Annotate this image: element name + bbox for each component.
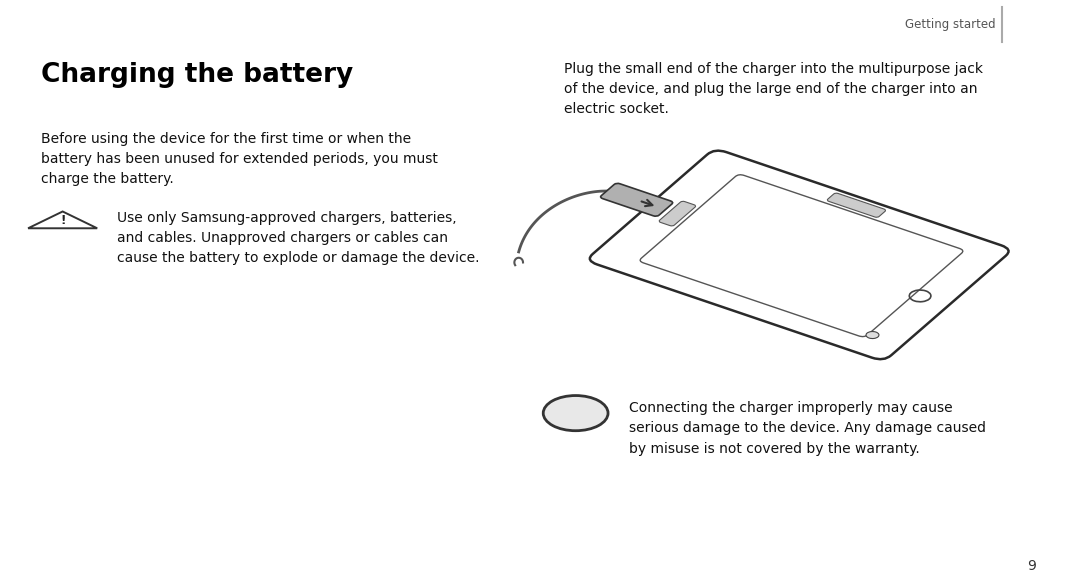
FancyBboxPatch shape	[590, 151, 1009, 359]
Circle shape	[543, 396, 608, 431]
FancyBboxPatch shape	[640, 175, 963, 336]
Text: 9: 9	[1027, 559, 1036, 573]
Text: !: !	[571, 402, 580, 420]
Text: Before using the device for the first time or when the
battery has been unused f: Before using the device for the first ti…	[41, 132, 437, 186]
Text: Use only Samsung-approved chargers, batteries,
and cables. Unapproved chargers o: Use only Samsung-approved chargers, batt…	[117, 211, 480, 265]
Text: !: !	[60, 214, 65, 227]
Text: Plug the small end of the charger into the multipurpose jack
of the device, and : Plug the small end of the charger into t…	[564, 62, 983, 115]
FancyBboxPatch shape	[600, 183, 673, 216]
Text: Charging the battery: Charging the battery	[41, 62, 353, 87]
Text: Connecting the charger improperly may cause
serious damage to the device. Any da: Connecting the charger improperly may ca…	[629, 401, 986, 455]
FancyBboxPatch shape	[827, 193, 886, 217]
Circle shape	[866, 332, 879, 339]
FancyBboxPatch shape	[659, 201, 696, 226]
Text: Getting started: Getting started	[905, 18, 996, 31]
